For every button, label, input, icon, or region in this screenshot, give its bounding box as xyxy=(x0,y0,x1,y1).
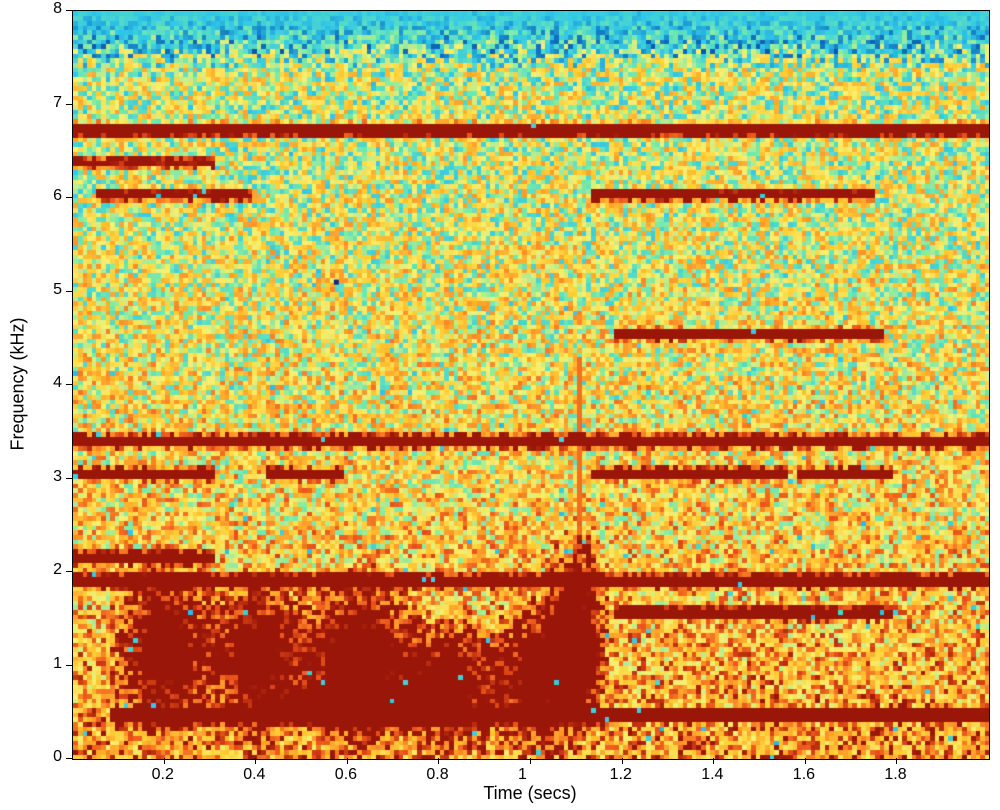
y-tick-label: 3 xyxy=(46,468,62,486)
x-tick-mark xyxy=(896,758,897,764)
x-tick-mark xyxy=(805,758,806,764)
x-tick-label: 1.6 xyxy=(793,766,815,784)
x-tick-mark xyxy=(164,758,165,764)
y-tick-label: 1 xyxy=(46,655,62,673)
y-tick-label: 4 xyxy=(46,374,62,392)
y-tick-label: 8 xyxy=(46,0,62,18)
x-tick-mark xyxy=(255,758,256,764)
y-tick-mark xyxy=(66,104,72,105)
y-tick-label: 6 xyxy=(46,187,62,205)
y-tick-mark xyxy=(66,197,72,198)
x-tick-mark xyxy=(347,758,348,764)
y-tick-mark xyxy=(66,571,72,572)
x-tick-label: 1.8 xyxy=(884,766,906,784)
x-tick-mark xyxy=(713,758,714,764)
x-tick-label: 1.2 xyxy=(610,766,632,784)
y-tick-label: 5 xyxy=(46,281,62,299)
x-tick-label: 0.4 xyxy=(243,766,265,784)
y-axis-label: Frequency (kHz) xyxy=(8,317,29,450)
x-axis-label: Time (secs) xyxy=(483,783,576,804)
x-tick-label: 0.6 xyxy=(335,766,357,784)
x-tick-label: 1 xyxy=(518,766,527,784)
spectrogram-canvas xyxy=(73,11,989,759)
y-tick-mark xyxy=(66,10,72,11)
y-tick-mark xyxy=(66,665,72,666)
y-tick-label: 2 xyxy=(46,561,62,579)
y-tick-mark xyxy=(66,291,72,292)
y-tick-mark xyxy=(66,478,72,479)
plot-area xyxy=(72,10,990,760)
spectrogram-figure: Frequency (kHz) Time (secs) 0.2 0.4 0.6 0.8… xyxy=(0,0,1000,810)
y-tick-label: 7 xyxy=(46,94,62,112)
x-tick-label: 0.2 xyxy=(152,766,174,784)
y-tick-mark xyxy=(66,384,72,385)
x-tick-mark xyxy=(438,758,439,764)
x-tick-label: 1.4 xyxy=(701,766,723,784)
y-tick-label: 0 xyxy=(46,748,62,766)
x-tick-mark xyxy=(622,758,623,764)
y-tick-mark xyxy=(66,758,72,759)
x-tick-label: 0.8 xyxy=(426,766,448,784)
x-tick-mark xyxy=(530,758,531,764)
